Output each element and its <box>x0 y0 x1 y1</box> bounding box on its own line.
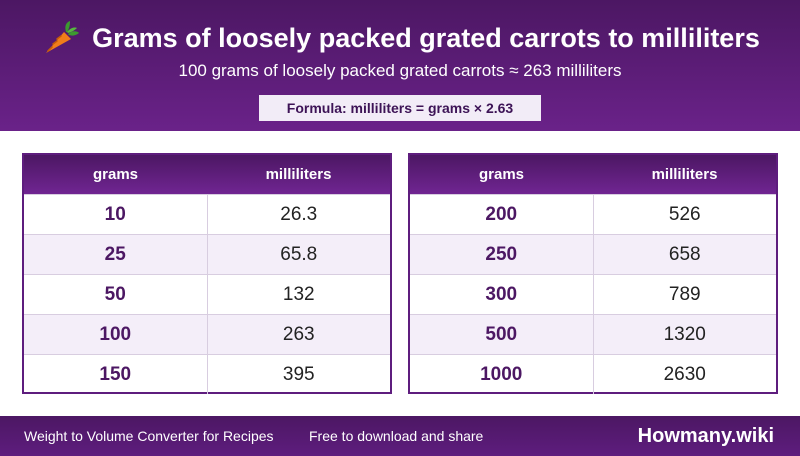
carrot-icon <box>46 21 80 53</box>
grams-cell: 50 <box>24 275 208 314</box>
milliliters-cell: 658 <box>668 243 701 265</box>
table-header: grams milliliters <box>410 155 776 194</box>
milliliters-cell: 65.8 <box>280 243 318 265</box>
footer-tagline: Free to download and share <box>309 428 484 444</box>
grams-cell: 150 <box>24 355 208 394</box>
grams-cell: 200 <box>410 195 594 234</box>
table-row: 50 132 <box>24 274 390 314</box>
table-row: 250 658 <box>410 234 776 274</box>
brand-logo-text[interactable]: Howmany.wiki <box>637 425 774 447</box>
page-title: Grams of loosely packed grated carrots t… <box>92 22 760 53</box>
milliliters-cell: 395 <box>282 363 315 385</box>
table-row: 10 26.3 <box>24 194 390 234</box>
footer-bar: Weight to Volume Converter for Recipes F… <box>0 416 800 456</box>
column-header-grams: grams <box>478 166 525 183</box>
milliliters-cell: 132 <box>282 283 315 305</box>
table-row: 150 395 <box>24 354 390 394</box>
formula-box: Formula: milliliters = grams × 2.63 <box>259 95 541 121</box>
conversion-table-right: grams milliliters 200 526 250 658 300 78… <box>408 153 778 394</box>
milliliters-cell: 526 <box>668 203 701 225</box>
table-row: 1000 2630 <box>410 354 776 394</box>
grams-cell: 300 <box>410 275 594 314</box>
table-row: 300 789 <box>410 274 776 314</box>
table-row: 100 263 <box>24 314 390 354</box>
column-header-milliliters: milliliters <box>265 166 332 183</box>
grams-cell: 250 <box>410 235 594 274</box>
column-header-milliliters: milliliters <box>651 166 718 183</box>
milliliters-cell: 26.3 <box>280 203 318 225</box>
milliliters-cell: 789 <box>668 283 701 305</box>
grams-cell: 500 <box>410 315 594 354</box>
milliliters-cell: 263 <box>282 323 315 345</box>
grams-cell: 25 <box>24 235 208 274</box>
table-row: 200 526 <box>410 194 776 234</box>
milliliters-cell: 2630 <box>663 363 706 385</box>
page-subtitle: 100 grams of loosely packed grated carro… <box>178 61 622 80</box>
footer-description: Weight to Volume Converter for Recipes <box>24 428 274 444</box>
table-row: 500 1320 <box>410 314 776 354</box>
grams-cell: 100 <box>24 315 208 354</box>
milliliters-cell: 1320 <box>663 323 706 345</box>
table-row: 25 65.8 <box>24 234 390 274</box>
conversion-table-left: grams milliliters 10 26.3 25 65.8 50 132… <box>22 153 392 394</box>
column-header-grams: grams <box>92 166 139 183</box>
grams-cell: 10 <box>24 195 208 234</box>
table-header: grams milliliters <box>24 155 390 194</box>
header-banner: Grams of loosely packed grated carrots t… <box>0 0 800 131</box>
grams-cell: 1000 <box>410 355 594 394</box>
title-row: Grams of loosely packed grated carrots t… <box>0 18 800 58</box>
